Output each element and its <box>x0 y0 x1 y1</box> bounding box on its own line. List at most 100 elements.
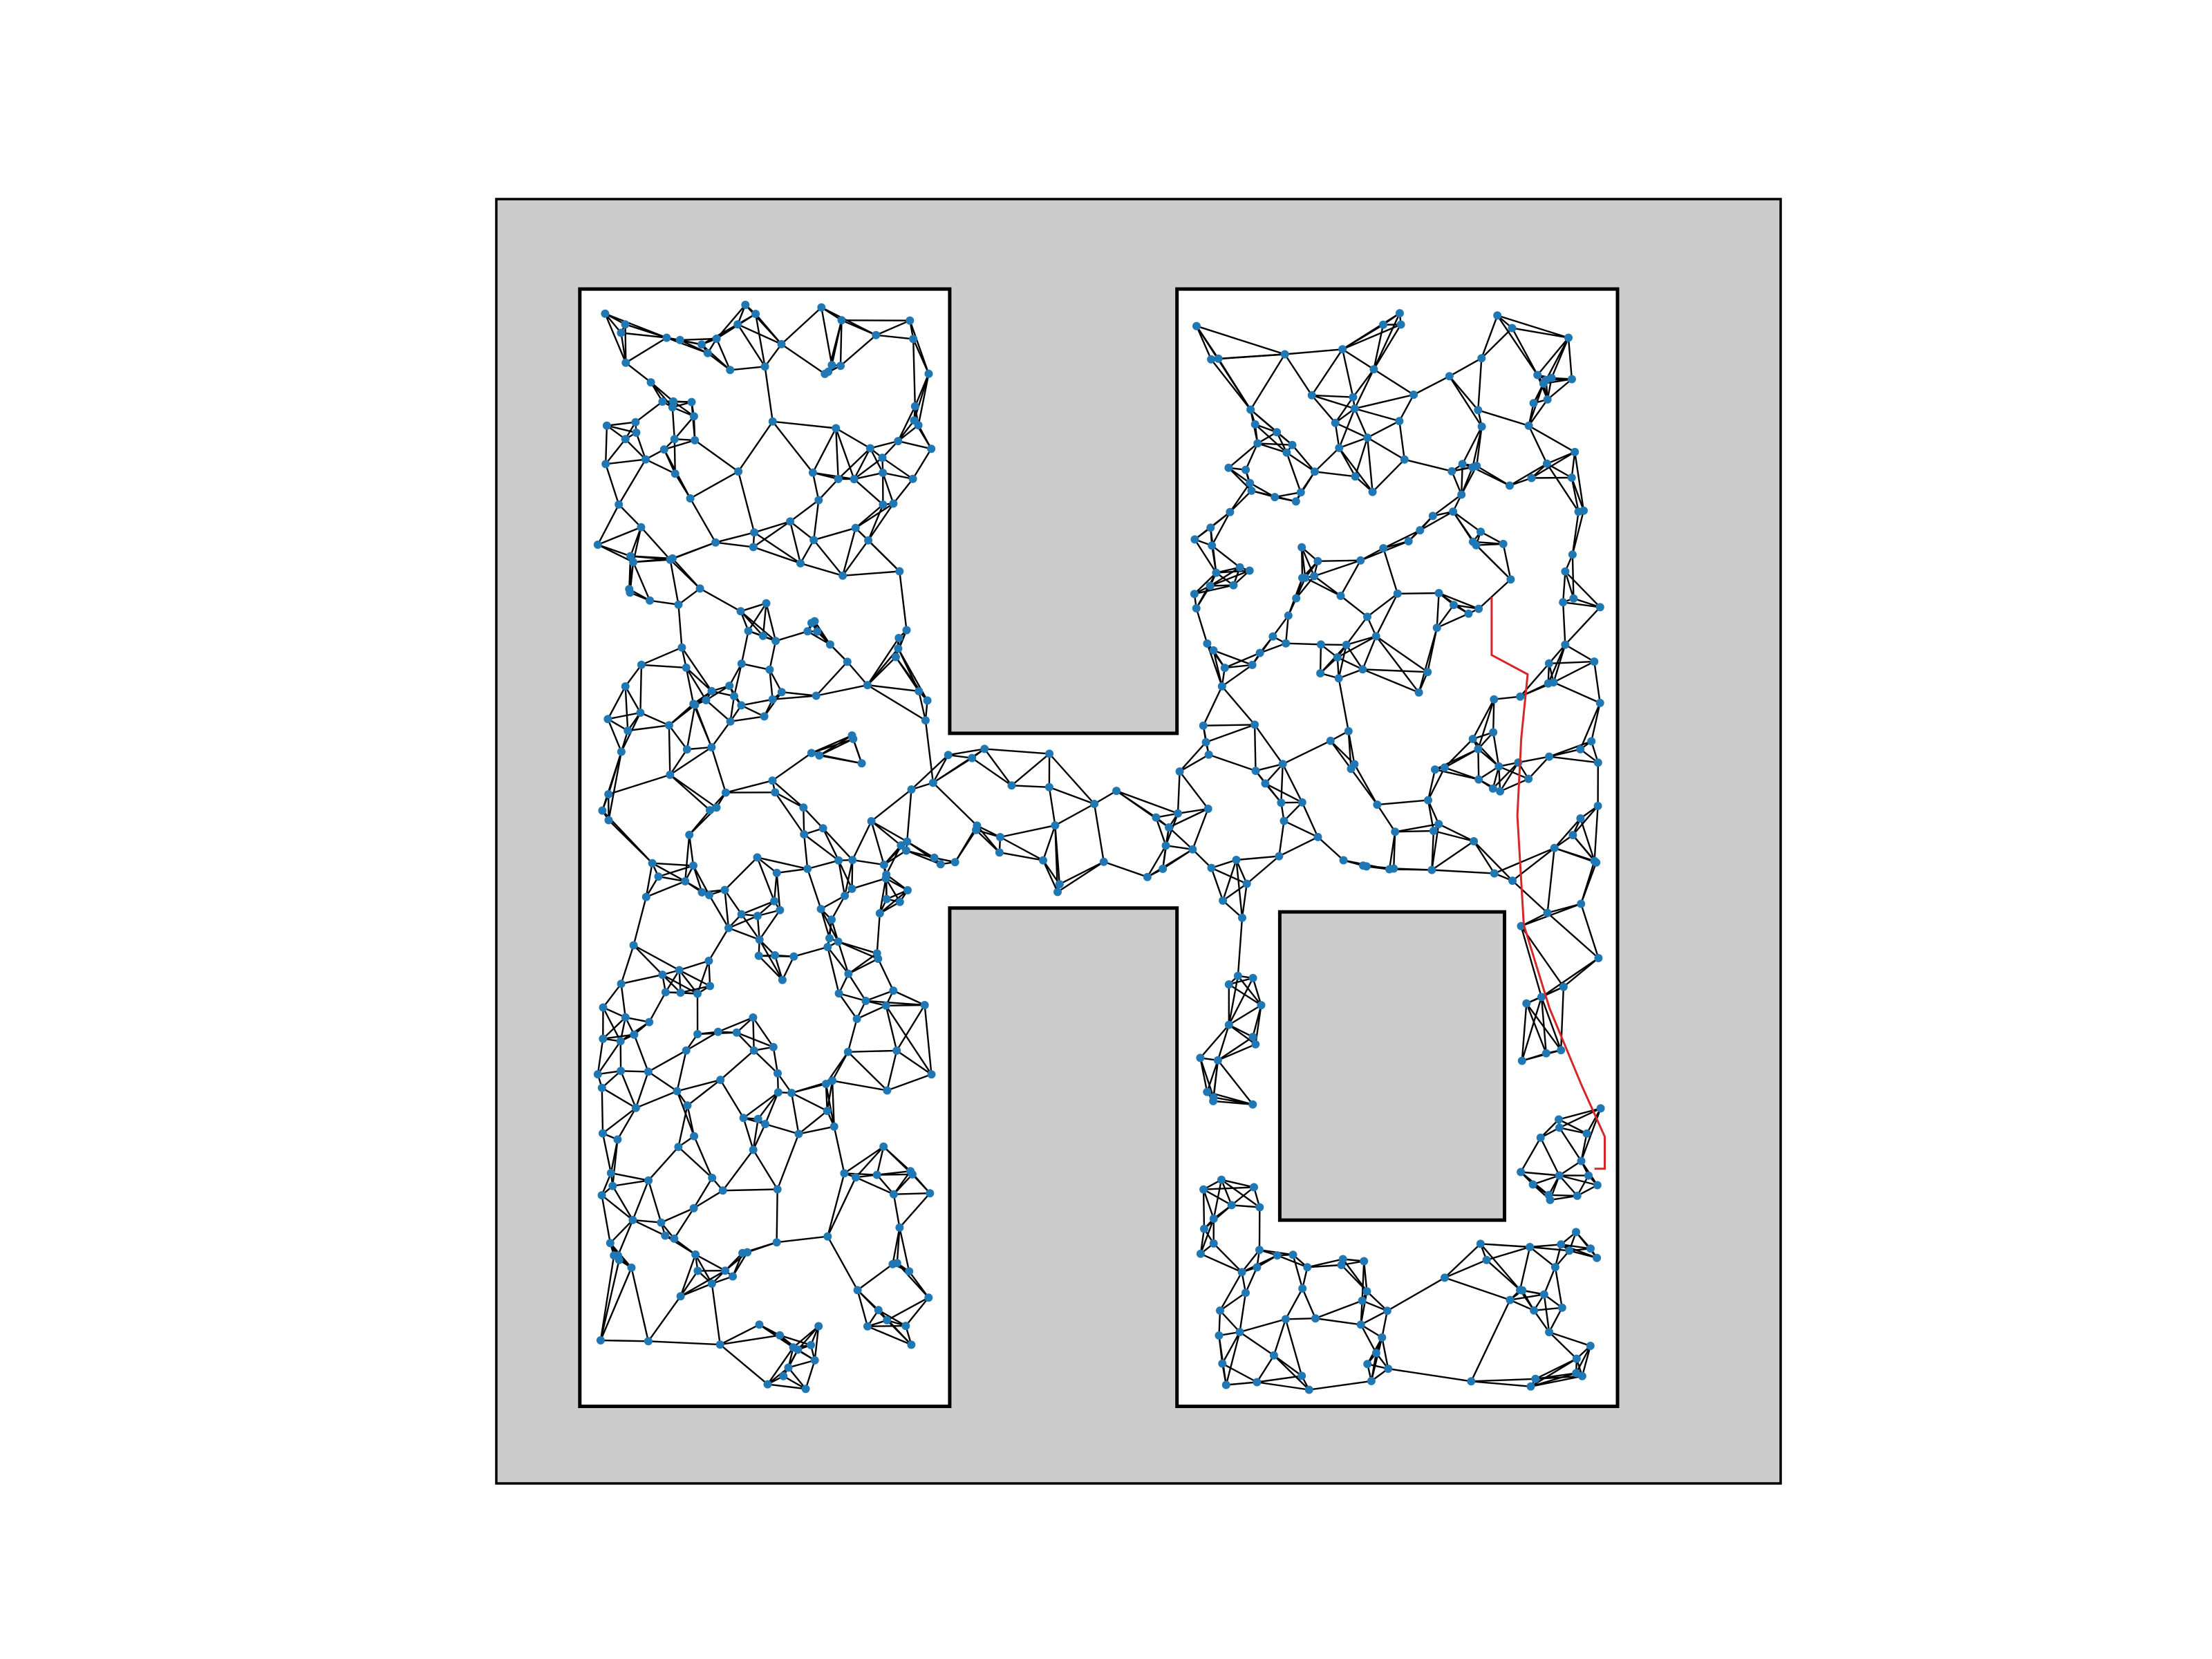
roadmap-edge <box>605 463 620 505</box>
roadmap-node <box>1349 393 1358 402</box>
roadmap-edge <box>635 1071 649 1109</box>
roadmap-node <box>779 1371 788 1380</box>
roadmap-node <box>787 1089 796 1098</box>
roadmap-edge <box>769 669 782 693</box>
roadmap-node <box>834 937 843 946</box>
roadmap-edge <box>1042 825 1056 861</box>
roadmap-node <box>1250 1183 1258 1192</box>
roadmap-node <box>930 853 939 862</box>
roadmap-edge <box>1418 627 1438 693</box>
roadmap-edge <box>1221 664 1253 687</box>
roadmap-node <box>621 682 630 691</box>
roadmap-node <box>1220 664 1229 673</box>
roadmap-edge <box>1398 420 1405 460</box>
roadmap-edge <box>767 1383 806 1390</box>
roadmap-node <box>1229 581 1238 590</box>
roadmap-node <box>1555 1115 1563 1124</box>
roadmap-edge <box>1280 764 1284 803</box>
roadmap-node <box>676 988 685 997</box>
roadmap-edge <box>740 630 749 664</box>
roadmap-edge <box>666 337 702 346</box>
roadmap-edge <box>820 908 831 939</box>
roadmap-edge <box>711 747 727 793</box>
roadmap-node <box>841 891 850 900</box>
roadmap-node <box>800 830 809 838</box>
roadmap-edge <box>641 646 682 666</box>
roadmap-node <box>881 874 890 883</box>
roadmap-edge <box>1427 800 1440 825</box>
roadmap-edge <box>892 1170 912 1195</box>
roadmap-node <box>1576 744 1585 753</box>
roadmap-edge <box>744 304 782 345</box>
roadmap-node <box>661 988 670 997</box>
roadmap-node <box>1336 592 1345 600</box>
roadmap-edge <box>842 539 870 577</box>
roadmap-edge <box>677 588 701 606</box>
roadmap-edge <box>1571 554 1575 599</box>
roadmap-node <box>697 340 706 349</box>
roadmap-edge <box>758 955 783 981</box>
roadmap-node <box>1468 735 1477 743</box>
roadmap-node <box>705 890 713 899</box>
roadmap-node <box>1550 1263 1559 1272</box>
roadmap-node <box>1218 1359 1227 1368</box>
roadmap-edge <box>1431 841 1474 871</box>
roadmap-node <box>927 444 936 453</box>
roadmap-node <box>1250 720 1259 729</box>
roadmap-edge <box>886 1050 898 1091</box>
roadmap-edge <box>720 1334 780 1346</box>
roadmap-node <box>1196 1249 1205 1258</box>
roadmap-node <box>762 599 771 608</box>
roadmap-node <box>872 949 881 958</box>
roadmap-node <box>1284 611 1293 620</box>
roadmap-edge <box>601 1194 634 1221</box>
roadmap-edge <box>909 320 930 375</box>
roadmap-node <box>754 951 763 960</box>
roadmap-edge <box>1221 1179 1261 1208</box>
roadmap-edge <box>1264 782 1282 803</box>
roadmap-node <box>1253 1378 1262 1387</box>
roadmap-edge <box>601 1070 621 1089</box>
roadmap-edge <box>844 1172 877 1176</box>
roadmap-node <box>928 778 937 787</box>
roadmap-edge <box>827 1173 845 1237</box>
roadmap-node <box>926 1189 935 1198</box>
roadmap-edge <box>1192 848 1212 869</box>
roadmap-edge <box>1393 832 1396 869</box>
roadmap-edge <box>1212 1100 1253 1105</box>
roadmap-edge <box>1307 1264 1342 1268</box>
roadmap-edge <box>1192 808 1209 850</box>
roadmap-edge <box>780 343 825 375</box>
roadmap-node <box>774 1088 782 1097</box>
roadmap-node <box>693 989 702 998</box>
roadmap-edge <box>1521 1049 1562 1062</box>
roadmap-node <box>1536 1133 1545 1142</box>
roadmap-edge <box>885 1005 932 1075</box>
roadmap-node <box>863 681 872 690</box>
roadmap-edge <box>843 859 854 897</box>
roadmap-node <box>823 1232 832 1241</box>
roadmap-edge <box>672 558 701 590</box>
roadmap-edge <box>1451 471 1463 495</box>
roadmap-node <box>1165 823 1173 832</box>
roadmap-edge <box>881 457 914 480</box>
roadmap-edge <box>1049 786 1095 805</box>
roadmap-node <box>784 1363 793 1372</box>
roadmap-edge <box>1473 841 1495 874</box>
roadmap-node <box>1212 568 1221 577</box>
roadmap-node <box>1489 728 1498 737</box>
roadmap-node <box>1255 648 1264 657</box>
roadmap-edge <box>924 1004 932 1075</box>
roadmap-node <box>853 1286 862 1295</box>
roadmap-node <box>1288 440 1297 449</box>
roadmap-edge <box>1564 571 1575 599</box>
roadmap-edge <box>1520 1137 1541 1173</box>
roadmap-edge <box>1195 326 1252 411</box>
roadmap-edge <box>669 559 679 605</box>
roadmap-node <box>1592 858 1601 867</box>
roadmap-edge <box>1533 1310 1550 1333</box>
roadmap-node <box>1342 640 1351 649</box>
roadmap-edge <box>1580 903 1600 959</box>
roadmap-edge <box>1564 570 1601 608</box>
roadmap-node <box>1248 973 1257 982</box>
